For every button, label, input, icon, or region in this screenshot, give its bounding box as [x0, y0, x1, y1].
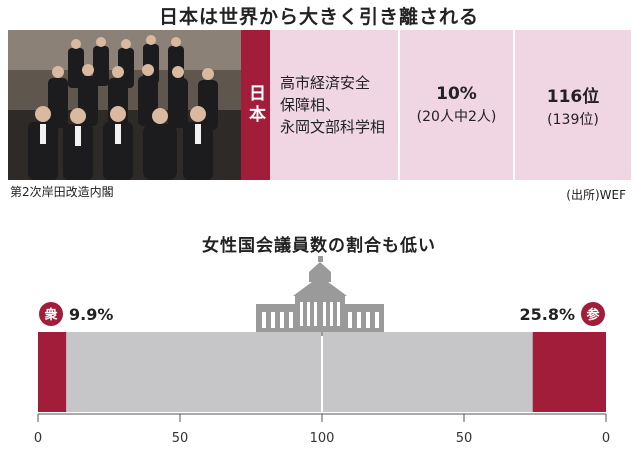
female-ministers-cell: 高市経済安全 保障相、 永岡文部科学相	[270, 30, 398, 180]
country-label: 日本	[245, 84, 265, 126]
bar-upper-house	[532, 332, 606, 412]
diet-ratio-chart: 衆 9.9% 参 25.8% 0 50 100 50 0	[34, 256, 610, 446]
ratio-detail: (20人中2人)	[416, 109, 497, 125]
bar-lower-house	[38, 332, 67, 412]
country-badge: 日本	[241, 30, 270, 180]
ratio-value: 10%	[436, 84, 477, 104]
ministers-line: 保障相、	[280, 96, 341, 114]
value-label-right: 25.8%	[519, 305, 575, 324]
ministers-line: 永岡文部科学相	[280, 118, 386, 136]
x-tick-label: 50	[172, 431, 189, 446]
diet-building-windows	[262, 302, 379, 328]
photo-caption: 第2次岸田改造内閣	[10, 185, 114, 199]
diet-building-icon	[256, 256, 384, 336]
house-badge-right	[581, 302, 605, 326]
house-badge-left	[39, 302, 63, 326]
value-label-left: 9.9%	[69, 305, 113, 324]
x-tick-label: 0	[602, 431, 610, 446]
x-tick-label: 0	[34, 431, 42, 446]
ministers-line: 高市経済安全	[280, 74, 371, 92]
rank-value: 116位	[546, 86, 600, 107]
house-name-left: 衆	[44, 307, 57, 323]
female-ratio-cell: 10% (20人中2人)	[400, 30, 513, 180]
x-tick-label: 50	[456, 431, 473, 446]
chart-title: 女性国会議員数の割合も低い	[202, 236, 436, 256]
cabinet-photo	[8, 30, 241, 180]
bar-total-left	[38, 332, 321, 412]
x-tick-label: 100	[310, 431, 335, 446]
source-note: (出所)WEF	[566, 188, 626, 202]
house-name-right: 参	[586, 307, 600, 323]
rank-detail: (139位)	[547, 111, 599, 128]
rank-cell: 116位 (139位)	[515, 30, 631, 180]
page-title: 日本は世界から大きく引き離される	[158, 6, 479, 28]
